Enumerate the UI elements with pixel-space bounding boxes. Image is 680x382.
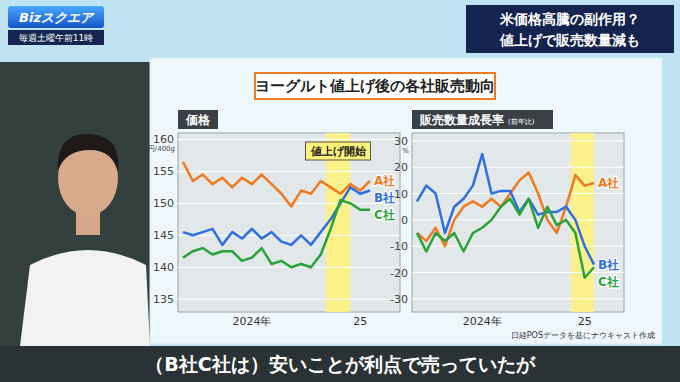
title: ヨーグルト値上げ後の各社販売動向 xyxy=(255,77,495,95)
x-tick-label: 25 xyxy=(353,315,367,328)
source: 日経POSデータを基にナウキャスト作成 xyxy=(511,331,655,340)
plot-area xyxy=(412,133,624,312)
caption: （B社C社は）安いことが利点で売っていたが xyxy=(145,353,535,375)
y-tick-label: 135 xyxy=(153,293,174,306)
y-unit: 円/400g xyxy=(148,145,175,153)
y-tick-label: 140 xyxy=(153,261,174,274)
chart-title: 販売数量成長率 xyxy=(419,113,504,127)
series-label: B社 xyxy=(374,191,395,205)
caption-band xyxy=(0,346,680,382)
headline-box xyxy=(466,5,674,53)
main-panel xyxy=(150,58,662,344)
headline: 値上げで販売数量減も xyxy=(499,32,640,48)
y-unit: % xyxy=(402,147,409,155)
highlight-band xyxy=(571,133,594,312)
schedule-box xyxy=(8,30,104,45)
grid-line xyxy=(412,219,624,220)
chart: 価格135140145150155160円/400g2024年25A社B社C社値… xyxy=(148,110,400,328)
x-tick-label: 2024年 xyxy=(232,315,271,328)
y-tick-label: -20 xyxy=(390,267,408,280)
schedule: 毎週土曜午前11時 xyxy=(19,33,93,43)
grid-line xyxy=(412,167,624,168)
series-label: C社 xyxy=(374,208,395,222)
chart: 販売数量成長率(前年比)-30-20-100102030%2024年25A社B社… xyxy=(390,110,624,328)
y-tick-label: 0 xyxy=(401,214,408,227)
chart-title: 価格 xyxy=(185,113,211,127)
chart-title-box xyxy=(178,110,218,129)
presenter-bg xyxy=(0,62,150,346)
y-tick-label: 150 xyxy=(153,197,174,210)
y-tick-label: 145 xyxy=(153,229,174,242)
logo-box xyxy=(8,6,104,28)
presenter-hair xyxy=(58,134,119,172)
series-line xyxy=(417,154,594,265)
logo: Bizスクエア xyxy=(19,10,95,25)
chart-subtitle: (前年比) xyxy=(508,118,535,126)
plot-area xyxy=(178,133,400,312)
y-tick-label: 20 xyxy=(394,161,408,174)
grid-line xyxy=(178,171,400,172)
grid-line xyxy=(178,139,400,140)
annotation-box xyxy=(306,142,371,160)
grid-line xyxy=(412,272,624,273)
presenter-shirt xyxy=(20,250,150,346)
y-tick-label: -10 xyxy=(390,240,408,253)
grid-line xyxy=(412,193,624,194)
x-tick-label: 2024年 xyxy=(463,315,502,328)
grid-line xyxy=(178,299,400,300)
series-label: C社 xyxy=(598,275,619,289)
series-line xyxy=(417,199,594,278)
grid-line xyxy=(412,298,624,299)
stage: Bizスクエア毎週土曜午前11時 米価格高騰の副作用？ 値上げで販売数量減もヨーグル… xyxy=(0,0,680,382)
plot-content xyxy=(412,133,624,312)
background xyxy=(0,0,680,382)
series-line xyxy=(183,200,370,267)
grid-line xyxy=(412,140,624,141)
headline: 米価格高騰の副作用？ xyxy=(499,11,640,27)
y-tick-label: -30 xyxy=(390,293,408,306)
annotation: 値上げ開始 xyxy=(310,145,367,158)
series-label: A社 xyxy=(598,176,619,190)
series-label: A社 xyxy=(374,174,395,188)
y-tick-label: 10 xyxy=(394,188,408,201)
plot-content xyxy=(178,133,400,312)
series-line xyxy=(183,187,370,245)
y-tick-label: 155 xyxy=(153,165,174,178)
chart-title-box xyxy=(412,110,553,129)
grid-line xyxy=(178,235,400,236)
x-tick-label: 25 xyxy=(578,315,592,328)
title-box xyxy=(255,73,495,99)
series-label: B社 xyxy=(598,258,619,272)
